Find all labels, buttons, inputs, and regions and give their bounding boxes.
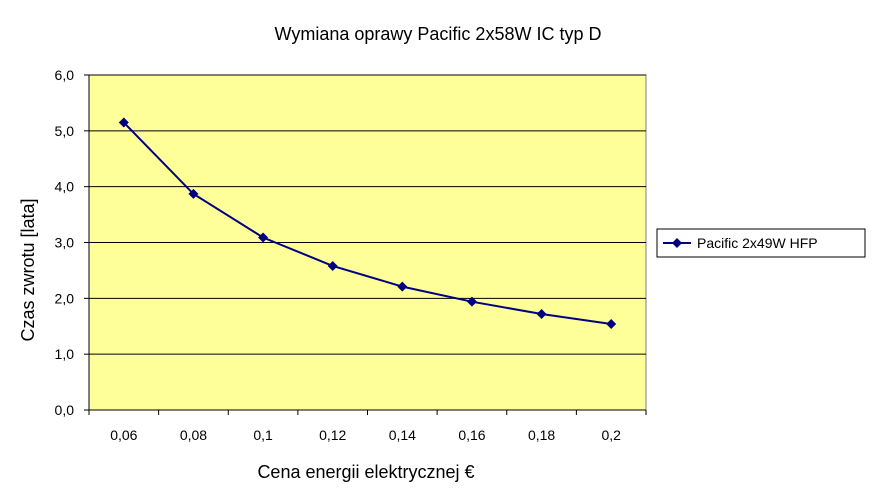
y-tick-label: 6,0 bbox=[55, 67, 75, 83]
y-tick-label: 5,0 bbox=[55, 123, 75, 139]
chart-title: Wymiana oprawy Pacific 2x58W IC typ D bbox=[275, 24, 602, 44]
x-tick-label: 0,1 bbox=[253, 427, 273, 443]
x-tick-label: 0,08 bbox=[180, 427, 207, 443]
legend-label: Pacific 2x49W HFP bbox=[697, 235, 818, 251]
series-line bbox=[123, 121, 612, 325]
x-tick-label: 0,2 bbox=[601, 427, 621, 443]
legend-marker bbox=[672, 238, 682, 248]
plot-area: 0,0 1,0 2,0 3,0 4,0 5,0 6,0 0,06 0,08 0,1 0,12 0,14… bbox=[55, 67, 647, 443]
data-point bbox=[327, 260, 338, 271]
data-point bbox=[466, 296, 477, 307]
y-tick-label: 2,0 bbox=[55, 290, 75, 306]
data-point bbox=[397, 281, 408, 292]
data-point bbox=[118, 117, 129, 128]
x-tick-label: 0,12 bbox=[319, 427, 346, 443]
y-tick-label: 0,0 bbox=[55, 402, 75, 418]
legend-box bbox=[656, 228, 866, 258]
y-tick-label: 3,0 bbox=[55, 235, 75, 251]
x-axis-title: Cena energii elektrycznej € bbox=[257, 462, 474, 482]
data-point bbox=[258, 232, 269, 243]
data-point bbox=[606, 319, 617, 330]
y-axis-title: Czas zwrotu [lata] bbox=[18, 198, 38, 341]
legend: Pacific 2x49W HFP bbox=[656, 228, 866, 258]
x-tick-label: 0,06 bbox=[110, 427, 137, 443]
x-tick-label: 0,14 bbox=[389, 427, 416, 443]
x-tick-label: 0,16 bbox=[458, 427, 485, 443]
y-tick-label: 4,0 bbox=[55, 179, 75, 195]
data-point bbox=[536, 308, 547, 319]
x-tick-label: 0,18 bbox=[528, 427, 555, 443]
data-point bbox=[188, 188, 199, 199]
y-tick-label: 1,0 bbox=[55, 346, 75, 362]
